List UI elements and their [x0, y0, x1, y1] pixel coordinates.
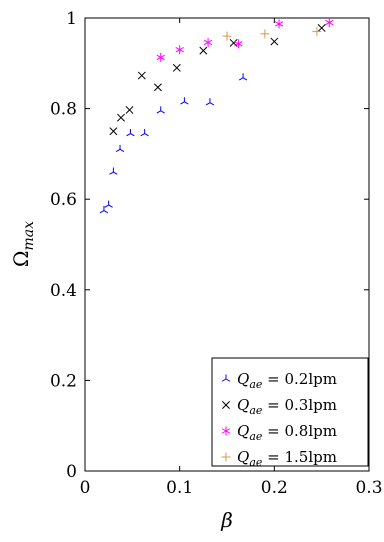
data-point-series-4 [312, 27, 322, 37]
data-point-series-1 [104, 200, 113, 208]
y-axis-label-main: Ω [9, 250, 33, 267]
data-point-series-2 [117, 113, 125, 122]
data-point-series-3 [175, 45, 184, 55]
legend-entry-1: Qae = 0.2lpm [237, 370, 337, 391]
y-tick-label: 1 [66, 9, 77, 29]
y-tick-label: 0.6 [50, 190, 77, 210]
data-point-series-1 [156, 106, 165, 114]
data-point-series-2 [172, 63, 181, 72]
data-point-series-3 [203, 37, 213, 47]
legend-entry-4: Qae = 1.5lpm [237, 448, 337, 469]
legend-marker-4 [221, 452, 231, 462]
data-point-series-2 [125, 106, 134, 114]
legend-marker-2 [222, 401, 230, 409]
data-point-series-1 [238, 73, 248, 81]
data-point-series-1 [140, 129, 149, 137]
legend-marker-1 [221, 374, 231, 382]
data-point-series-4 [222, 31, 232, 41]
legend-entry-2: Qae = 0.3lpm [237, 396, 337, 417]
data-point-series-2 [153, 83, 162, 92]
data-point-series-2 [199, 46, 208, 55]
x-tick-label: 0 [80, 478, 91, 498]
y-tick-label: 0.4 [50, 281, 77, 301]
y-tick-label: 0 [66, 462, 77, 482]
legend: Qae = 0.2lpm Qae = 0.3lpm Qae = 0.8lpm Qae … [211, 357, 369, 469]
data-point-series-1 [126, 129, 135, 137]
data-point-series-2 [270, 37, 279, 46]
y-tick-label: 0.8 [50, 100, 77, 120]
axis-tick-labels: 0 0.1 0.2 0.3 0 0.2 0.4 0.6 0.8 1 [50, 9, 383, 498]
data-point-series-3 [156, 52, 165, 62]
legend-entry-3: Qae = 0.8lpm [237, 422, 337, 443]
data-points [99, 18, 334, 214]
data-point-series-1 [99, 206, 109, 214]
data-point-series-3 [325, 18, 334, 28]
data-point-series-1 [115, 144, 125, 153]
data-point-series-3 [274, 19, 284, 29]
y-axis-label-sub: max [21, 221, 37, 251]
data-point-series-2 [109, 127, 118, 136]
x-tick-label: 0.3 [355, 478, 382, 498]
data-point-series-2 [317, 24, 326, 32]
legend-box [211, 357, 369, 467]
data-point-series-1 [109, 167, 118, 175]
x-tick-label: 0.1 [166, 478, 193, 498]
x-tick-label: 0.2 [261, 478, 288, 498]
data-point-series-1 [180, 97, 189, 105]
data-point-series-4 [260, 29, 270, 39]
legend-marker-3 [221, 426, 231, 436]
data-point-series-3 [234, 39, 243, 49]
data-point-series-1 [205, 98, 215, 106]
y-axis-label: Ωmax [9, 221, 37, 267]
data-point-series-2 [137, 71, 146, 80]
y-tick-label: 0.2 [50, 371, 77, 391]
plot-frame [84, 17, 370, 472]
x-axis-label: β [220, 508, 233, 532]
